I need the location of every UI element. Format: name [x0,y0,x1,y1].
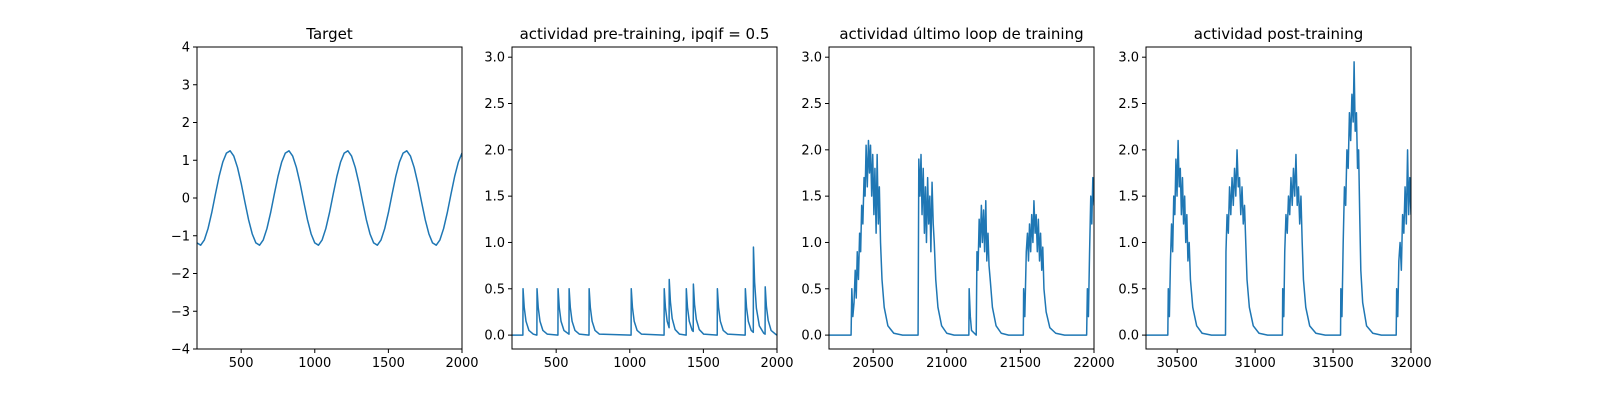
y-tick-label: 0.5 [801,282,822,297]
subplot: actividad post-training 0.0 0.5 1.0 1.5 2.0 2.… [1118,25,1431,371]
x-tick-label: 500 [229,356,254,371]
subplot: Target −4 −3 −2 −1 0 1 2 3 4 500 1000 1500 2000 [171,25,479,371]
data-line [1146,61,1411,336]
axes-frame [196,46,463,350]
y-tick-label: 3 [182,78,190,93]
x-tick-label: 1000 [613,356,646,371]
y-tick-label: −1 [171,229,190,244]
y-tick-label: 0.0 [1118,329,1139,344]
x-tick-label: 500 [544,356,569,371]
x-tick-label: 31000 [1234,356,1275,371]
y-tick-label: 3.0 [484,51,505,66]
y-tick-label: 2.5 [484,97,505,112]
y-tick-label: −2 [171,267,190,282]
x-tick-label: 22000 [1073,356,1114,371]
axes-frame [828,46,1095,350]
y-tick-label: 1.5 [1118,190,1139,205]
y-tick-label: 2.0 [801,143,822,158]
x-tick-label: 2000 [445,356,478,371]
y-tick-label: 2.5 [1118,97,1139,112]
x-tick-label: 31500 [1312,356,1353,371]
x-tick-label: 1500 [372,356,405,371]
y-tick-label: 1.5 [484,190,505,205]
y-tick-label: 0.0 [484,329,505,344]
y-tick-label: 2.0 [484,143,505,158]
y-tick-label: 2.5 [801,97,822,112]
y-tick-label: −4 [171,343,190,358]
y-tick-label: 0.0 [801,329,822,344]
axes-frame [511,46,778,350]
y-tick-label: 0.5 [484,282,505,297]
data-line [829,139,1094,336]
y-tick-label: 2 [182,116,190,131]
y-tick-label: 2.0 [1118,143,1139,158]
subplot-title: actividad pre-training, ipqif = 0.5 [520,25,770,43]
x-tick-label: 32000 [1390,356,1431,371]
subplot: actividad pre-training, ipqif = 0.5 0.0 0.… [484,25,793,371]
x-tick-label: 21500 [1000,356,1041,371]
y-tick-label: 3.0 [1118,51,1139,66]
y-tick-label: −3 [171,305,190,320]
x-tick-label: 20500 [852,356,893,371]
y-tick-label: 4 [182,41,190,56]
y-tick-label: 1.0 [484,236,505,251]
data-line [197,150,462,246]
y-tick-label: 1.0 [1118,236,1139,251]
y-tick-label: 0.5 [1118,282,1139,297]
y-tick-label: 0 [182,192,190,207]
x-tick-label: 21000 [926,356,967,371]
y-tick-label: 1 [182,154,190,169]
x-tick-label: 2000 [760,356,793,371]
x-tick-label: 30500 [1156,356,1197,371]
axes-frame [1145,46,1412,350]
y-tick-label: 3.0 [801,51,822,66]
data-line [512,246,777,336]
subplot: actividad último loop de training 0.0 0.5 1… [801,25,1114,371]
subplot-title: actividad último loop de training [839,25,1083,43]
x-tick-label: 1000 [298,356,331,371]
subplot-title: actividad post-training [1194,25,1363,43]
y-tick-label: 1.5 [801,190,822,205]
subplot-title: Target [305,25,353,43]
x-tick-label: 1500 [687,356,720,371]
y-tick-label: 1.0 [801,236,822,251]
